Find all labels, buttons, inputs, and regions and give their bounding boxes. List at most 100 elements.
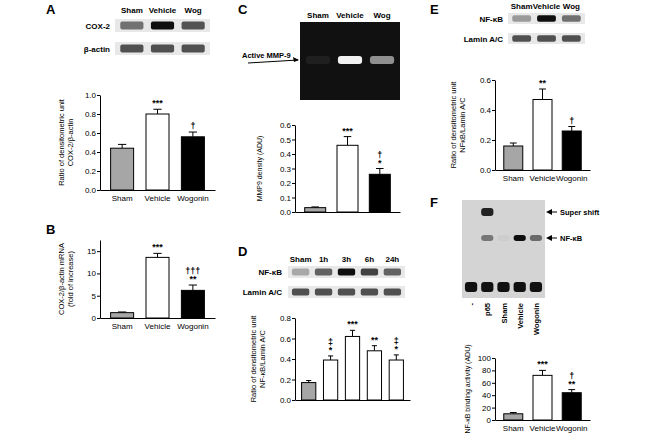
y-axis-title: NFκB/Lamin A/C <box>458 97 467 153</box>
plot-marks <box>504 89 581 170</box>
y-tick-mark <box>292 154 295 155</box>
emsa-image <box>462 200 545 298</box>
error-bar <box>542 89 543 100</box>
y-tick-mark <box>292 359 295 360</box>
y-tick: 0.8 <box>280 314 295 323</box>
y-tick-mark <box>292 400 295 401</box>
y-tick-mark <box>97 296 100 297</box>
emsa-band <box>514 235 526 241</box>
y-tick-label: 0 <box>92 314 97 323</box>
x-tick-label: Vehicle <box>145 322 171 331</box>
emsa-band <box>481 235 493 241</box>
emsa-probe <box>465 282 477 292</box>
x-axis: ShamVehicleWogonin <box>496 171 591 183</box>
emsa-band <box>481 208 493 216</box>
bar <box>504 414 523 420</box>
y-tick: 0.2 <box>85 167 100 176</box>
x-tick-label: Sham <box>112 194 133 203</box>
y-axis-line <box>100 241 101 319</box>
bar <box>367 351 381 400</box>
y-tick: 0.5 <box>280 136 295 145</box>
y-tick-label: 0.5 <box>280 136 292 145</box>
y-axis-title: COX-2/β-actin <box>66 119 75 167</box>
panel-letter: B <box>46 222 55 237</box>
y-tick-label: 1.0 <box>85 91 97 100</box>
y-tick-label: 0.1 <box>280 194 292 203</box>
emsa-band-label: Super shift <box>560 208 600 217</box>
error-cap <box>189 285 197 286</box>
significance: ** <box>539 78 547 88</box>
x-tick-label: Wogonin <box>556 174 587 183</box>
blot-band <box>384 268 401 275</box>
y-tick-label: 0.4 <box>280 355 292 364</box>
y-tick: 1.0 <box>85 91 100 100</box>
y-tick: 0.6 <box>280 121 295 130</box>
blot-row-label: β-actin <box>84 45 110 54</box>
x-tick: Sham <box>503 424 524 433</box>
bar <box>302 383 316 400</box>
y-tick: 0 <box>92 314 100 323</box>
y-tick-label: 0.0 <box>280 396 292 405</box>
y-tick-label: 0.4 <box>280 150 292 159</box>
y-tick: 20 <box>482 404 495 413</box>
emsa-arrowhead <box>546 209 552 215</box>
error-cap <box>539 370 546 371</box>
blot-band <box>315 268 332 275</box>
blot-row-label: Lamin A/C <box>243 288 282 297</box>
y-tick: 0 <box>487 416 495 425</box>
plot-marks <box>302 330 404 400</box>
error-bar <box>374 346 375 351</box>
blot-band <box>315 288 332 295</box>
figure: A***†0.00.20.40.60.81.0ShamVehicleWogoni… <box>0 0 662 444</box>
y-tick-label: 0.6 <box>280 335 292 344</box>
panel-letter: C <box>238 2 248 17</box>
y-tick-label: 0.8 <box>280 314 292 323</box>
x-tick: Sham <box>112 322 133 331</box>
blot-band <box>361 268 378 275</box>
y-axis: 0.00.10.20.30.40.50.6 <box>280 121 296 217</box>
blot-strip <box>508 13 585 24</box>
y-tick-label: 10 <box>87 269 96 278</box>
panel-letter: E <box>430 2 439 17</box>
x-tick-label: Vehicle <box>145 194 171 203</box>
x-axis: Sham Vehicle Wogonin <box>101 191 216 203</box>
error-cap <box>306 380 311 381</box>
blot: ShamVehicleWogNF-κBLamin A/C <box>464 2 585 44</box>
plot-marks <box>305 137 391 212</box>
blot-band <box>338 288 355 295</box>
y-tick-label: 0.3 <box>280 165 292 174</box>
y-tick: 0.1 <box>280 194 295 203</box>
blot-row-label: NF-κB <box>479 15 503 24</box>
x-axis <box>296 212 401 213</box>
x-tick: Vehicle <box>145 194 171 203</box>
error-bar <box>192 132 193 137</box>
blot-band <box>361 288 378 295</box>
bar <box>111 313 134 318</box>
x-axis: ShamVehicleWogonin <box>101 319 216 331</box>
emsa-arrowhead <box>546 235 552 241</box>
x-axis: ShamVehicleWogonin <box>496 421 591 433</box>
blot-band <box>338 268 355 275</box>
y-tick-label: 40 <box>482 391 491 400</box>
y-axis: 0.00.20.40.60.8 <box>280 314 296 405</box>
panel-chart: B***†††**051015ShamVehicleWogoninCOX-2/β… <box>46 222 216 331</box>
y-axis-title: NF-κB/Lamin A/C <box>258 329 267 388</box>
error-bar <box>379 169 380 175</box>
x-tick-label: Vehicle <box>530 424 556 433</box>
panel-letter: D <box>238 244 247 259</box>
gel-image <box>300 22 400 100</box>
emsa-probe <box>530 282 542 292</box>
x-tick: Wogonin <box>177 194 208 203</box>
blot-row-label: NF-κB <box>258 268 282 277</box>
y-tick-mark <box>292 169 295 170</box>
significance: ** <box>189 274 197 284</box>
y-axis: 051015 <box>87 241 100 324</box>
error-cap <box>344 136 352 137</box>
error-cap <box>118 144 126 145</box>
bar <box>111 148 134 190</box>
y-tick: 0.4 <box>280 355 295 364</box>
x-tick-label: Wogonin <box>177 194 208 203</box>
gel-label: Active MMP-9 <box>242 51 291 60</box>
lane-label: Vehicle <box>336 11 364 20</box>
y-tick-label: 0.2 <box>280 179 292 188</box>
